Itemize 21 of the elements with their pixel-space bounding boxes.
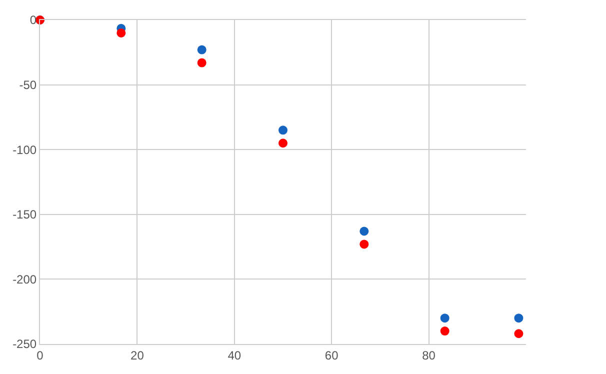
y-tick-label: -150 — [12, 208, 37, 222]
x-tick-label: 20 — [130, 348, 144, 362]
point — [278, 138, 288, 148]
y-tick-label: -250 — [12, 337, 37, 352]
point — [360, 226, 369, 236]
y-tick-label: -100 — [12, 142, 37, 157]
point — [116, 28, 126, 38]
x-tick-label: 40 — [228, 348, 242, 362]
y-tick-label: -50 — [19, 78, 37, 92]
y-tick-label: 0 — [30, 13, 37, 28]
point — [514, 314, 524, 323]
point — [197, 45, 206, 54]
x-tick-label: 80 — [422, 348, 436, 362]
point — [197, 58, 206, 68]
y-tick-label: -200 — [12, 272, 37, 286]
point — [514, 329, 524, 338]
point — [440, 326, 450, 336]
point — [278, 126, 288, 135]
point — [360, 240, 369, 249]
point — [440, 314, 450, 323]
x-tick-label: 60 — [324, 348, 339, 362]
